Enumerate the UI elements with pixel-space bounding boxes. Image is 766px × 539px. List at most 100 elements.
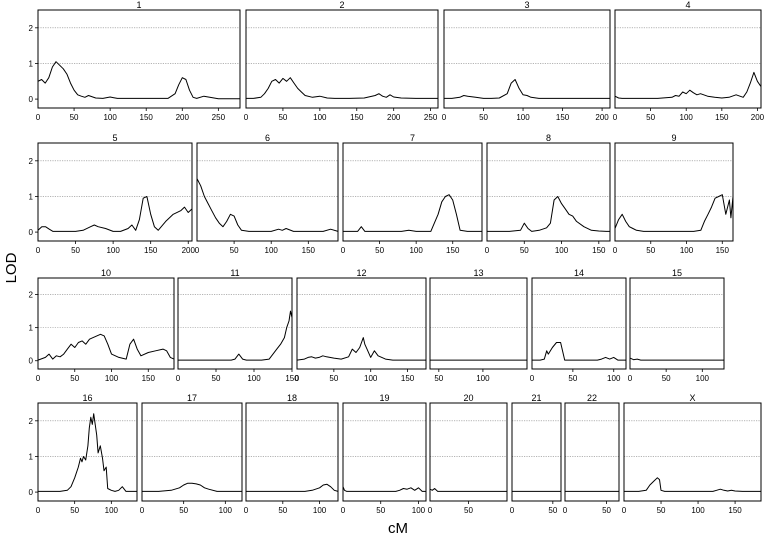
x-tick-label: 50 [278, 506, 287, 515]
lod-trace-line [629, 357, 724, 361]
panel-frame [443, 9, 611, 109]
x-tick-label: 0 [195, 246, 200, 255]
x-tick-label: 250 [424, 113, 438, 122]
y-tick-label: 2 [29, 157, 34, 166]
lod-trace-line [178, 310, 293, 361]
x-tick-label: 0 [622, 506, 627, 515]
panel-title: 3 [524, 0, 529, 10]
x-tick-label: 150 [728, 506, 742, 515]
chart-panel: 15 50 100 0 [628, 268, 725, 383]
x-tick-label: 0 [613, 246, 618, 255]
x-tick-label: 100 [106, 246, 120, 255]
lod-trace-line [37, 61, 240, 100]
chart-panel: 10 50 100 150 00 1 2 [29, 268, 175, 383]
x-tick-label: 100 [696, 374, 710, 383]
x-tick-label: 150 [144, 246, 158, 255]
x-tick-label: 50 [646, 113, 655, 122]
panel-frame [37, 142, 193, 242]
lod-trace-line [246, 77, 438, 99]
y-tick-label: 0 [29, 228, 34, 237]
lod-trace-line [296, 337, 426, 361]
panel-title: 21 [531, 393, 541, 403]
x-tick-label: 0 [485, 246, 490, 255]
x-tick-label: 150 [140, 113, 154, 122]
x-tick-label: 0 [613, 113, 618, 122]
chart-panel: 21 50 0 [510, 393, 562, 515]
panel-title: 20 [463, 393, 473, 403]
panel-title: 11 [230, 268, 239, 278]
x-tick-label: 100 [555, 246, 569, 255]
panel-frame [614, 9, 762, 109]
x-tick-label: 200 [387, 113, 401, 122]
x-tick-label: 100 [409, 246, 423, 255]
chart-panel: 16 50 100 00 1 2 [29, 393, 138, 515]
chart-panel: 18 50 100 0 [244, 393, 339, 515]
x-tick-label: 50 [70, 506, 79, 515]
panel-frame [37, 9, 241, 109]
panel-frame [486, 142, 611, 242]
chart-panel: 9 50 100 150 0 [613, 133, 734, 255]
lod-trace-line [614, 194, 734, 232]
panel-frame [531, 277, 627, 370]
x-tick-label: 0 [530, 374, 535, 383]
lod-trace-line [246, 483, 339, 492]
panel-frame [141, 402, 243, 502]
x-tick-label: 50 [479, 113, 488, 122]
x-tick-label: 50 [71, 246, 80, 255]
panel-title: 10 [101, 268, 111, 278]
panel-frame [37, 402, 138, 502]
y-tick-label: 1 [29, 452, 34, 461]
panel-frame [342, 142, 483, 242]
y-tick-label: 0 [29, 95, 34, 104]
lod-trace-line [142, 482, 242, 492]
lod-trace-line [37, 333, 175, 361]
x-tick-label: 150 [142, 374, 156, 383]
lod-trace-line [614, 71, 762, 99]
y-tick-label: 2 [29, 24, 34, 33]
x-tick-label: 100 [680, 113, 694, 122]
x-tick-label: 150 [401, 374, 415, 383]
panel-frame [37, 277, 175, 370]
x-tick-label: 100 [691, 506, 705, 515]
lod-trace-line [624, 477, 761, 492]
y-tick-label: 1 [29, 59, 34, 68]
x-tick-label: 250 [212, 113, 226, 122]
x-tick-label: 150 [446, 246, 460, 255]
x-tick-label: 0 [244, 113, 249, 122]
x-tick-label: 0 [628, 374, 633, 383]
x-tick-label: 150 [556, 113, 570, 122]
x-tick-label: 150 [716, 246, 730, 255]
panel-title: 8 [546, 133, 551, 143]
x-tick-label: 0 [341, 246, 346, 255]
panel-frame [177, 277, 293, 370]
panel-title: X [689, 393, 695, 403]
x-tick-label: 0 [295, 374, 300, 383]
panel-frame [429, 277, 528, 370]
chart-panel: 17 50 100 0 [140, 393, 243, 515]
x-tick-label: 0 [563, 506, 568, 515]
x-tick-label: 50 [548, 506, 557, 515]
x-tick-label: 100 [364, 374, 378, 383]
x-tick-label: 0 [36, 113, 41, 122]
panel-title: 18 [287, 393, 297, 403]
panel-frame [429, 402, 508, 502]
x-tick-label: 150 [592, 246, 606, 255]
panel-title: 2 [339, 0, 344, 10]
x-tick-label: 50 [70, 113, 79, 122]
panel-title: 16 [82, 393, 92, 403]
x-tick-label: 150 [350, 113, 364, 122]
panel-frame [245, 9, 439, 109]
panel-title: 14 [574, 268, 584, 278]
panel-title: 1 [136, 0, 141, 10]
x-tick-label: 100 [105, 506, 119, 515]
panel-title: 6 [265, 133, 270, 143]
chart-panel: 13 50 100 [429, 268, 528, 383]
panel-title: 4 [685, 0, 690, 10]
y-tick-label: 2 [29, 417, 34, 426]
y-axis-title: LOD [3, 252, 20, 283]
x-tick-label: 0 [428, 506, 433, 515]
x-tick-label: 50 [646, 246, 655, 255]
x-tick-label: 50 [657, 506, 666, 515]
